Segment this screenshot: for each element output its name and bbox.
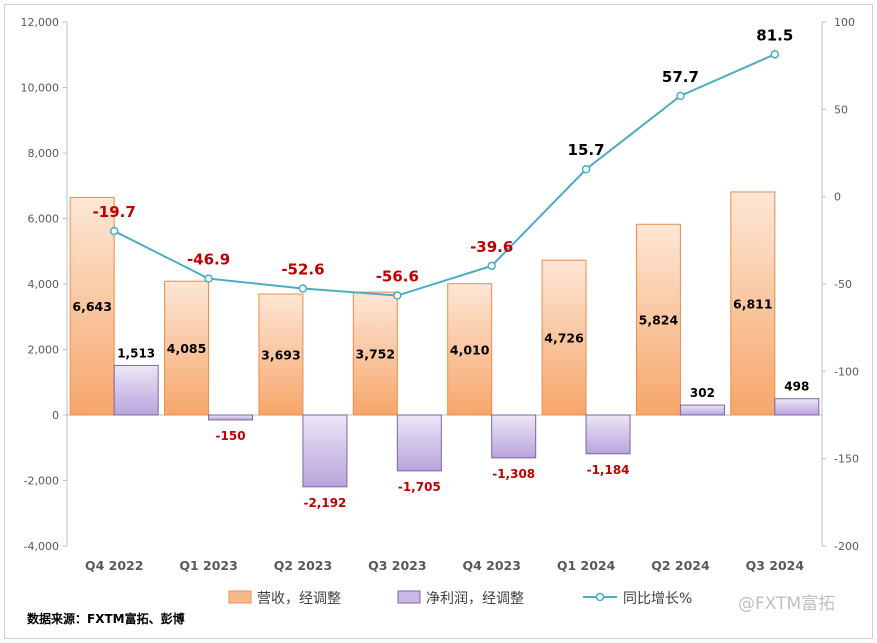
yoy-point xyxy=(298,284,308,293)
net-income-data-label: -1,705 xyxy=(398,480,441,494)
yoy-data-label: -19.7 xyxy=(93,203,136,221)
revenue-data-label: 4,085 xyxy=(167,341,207,356)
left-axis-tick-label: 8,000 xyxy=(28,147,60,160)
net-income-bar xyxy=(679,404,725,416)
left-axis-tick-label: 4,000 xyxy=(28,278,60,291)
left-axis-tick-label: 2,000 xyxy=(28,344,60,357)
revenue-bar xyxy=(541,259,587,416)
revenue-bar xyxy=(447,283,493,416)
yoy-data-label: -56.6 xyxy=(376,268,419,286)
yoy-data-label: 15.7 xyxy=(568,141,605,159)
net-income-bar xyxy=(585,414,631,455)
net-income-bar xyxy=(302,414,348,488)
revenue-bar xyxy=(730,191,776,416)
revenue-bar xyxy=(69,196,115,416)
category-label: Q3 2023 xyxy=(368,558,426,573)
right-axis: -200 -150 -100 -50 0 50 100 xyxy=(821,16,859,553)
revenue-data-label: 3,693 xyxy=(261,348,301,363)
legend-swatch-revenue xyxy=(228,590,252,604)
revenue-bar xyxy=(352,291,398,416)
right-axis-tick-label: 50 xyxy=(834,103,848,116)
revenue-data-label: 4,726 xyxy=(544,331,584,346)
yoy-data-label: -46.9 xyxy=(187,251,230,269)
revenue-data-label: 6,643 xyxy=(72,299,112,314)
yoy-point xyxy=(487,261,496,271)
left-axis-tick-label: 6,000 xyxy=(28,213,60,226)
legend-swatch-net-income xyxy=(397,590,421,604)
net-income-data-label: -150 xyxy=(216,429,246,443)
category-label: Q3 2024 xyxy=(746,558,805,573)
right-axis-tick-label: -100 xyxy=(834,365,859,378)
yoy-point xyxy=(393,291,402,300)
watermark: @FXTM富拓 xyxy=(738,594,835,614)
yoy-data-label: -52.6 xyxy=(281,261,324,279)
category-label: Q2 2023 xyxy=(274,558,332,573)
yoy-line xyxy=(109,50,780,300)
bars xyxy=(69,191,820,488)
left-axis-tick-label: -4,000 xyxy=(24,540,59,553)
legend: 营收，经调整 净利润，经调整 同比增长% xyxy=(228,590,692,607)
right-axis-tick-label: 0 xyxy=(834,191,841,204)
yoy-data-label: -39.6 xyxy=(470,238,513,256)
right-axis-tick-label: -200 xyxy=(834,540,859,553)
category-label: Q4 2023 xyxy=(462,558,520,573)
net-income-data-label: -1,308 xyxy=(492,467,535,481)
revenue-bar xyxy=(258,293,304,416)
right-axis-tick-label: -150 xyxy=(834,453,859,466)
revenue-bar xyxy=(635,223,681,416)
net-income-bar xyxy=(491,414,537,459)
net-income-bar xyxy=(396,414,442,472)
yoy-point xyxy=(770,50,780,59)
chart-frame xyxy=(4,4,873,639)
left-axis-tick-label: -2,000 xyxy=(24,475,59,488)
category-labels: Q4 2022 Q1 2023 Q2 2023 Q3 2023 Q4 2023 Q1 20… xyxy=(85,558,804,573)
category-label: Q4 2022 xyxy=(85,558,143,573)
net-income-bar xyxy=(774,398,820,416)
left-axis-tick-label: 10,000 xyxy=(21,82,60,95)
net-income-data-label: -1,184 xyxy=(587,463,630,477)
net-income-bar xyxy=(208,414,254,421)
yoy-data-label: 81.5 xyxy=(756,26,793,44)
revenue-bar xyxy=(164,280,210,416)
net-income-data-label: 498 xyxy=(784,380,809,394)
source-note: 数据来源：FXTM富拓、彭博 xyxy=(27,611,185,626)
revenue-data-label: 3,752 xyxy=(356,347,396,362)
left-axis-tick-label: 12,000 xyxy=(21,16,60,29)
category-label: Q1 2024 xyxy=(557,558,616,573)
category-label: Q2 2024 xyxy=(651,558,710,573)
yoy-data-label: 57.7 xyxy=(662,68,699,86)
left-axis-tick-label: 0 xyxy=(52,409,59,422)
legend-label-net-income: 净利润，经调整 xyxy=(426,591,524,607)
right-axis-tick-label: 100 xyxy=(834,16,855,29)
legend-swatch-yoy-marker xyxy=(595,592,605,602)
yoy-point xyxy=(676,91,685,101)
yoy-point xyxy=(109,226,119,236)
right-axis-tick-label: -50 xyxy=(834,278,852,291)
data-labels: 6,643 1,513 4,085 -150 3,693 -2,192 3,752 -1,70… xyxy=(72,26,809,509)
net-income-data-label: 302 xyxy=(690,386,715,400)
legend-label-yoy: 同比增长% xyxy=(623,591,692,607)
category-label: Q1 2023 xyxy=(179,558,237,573)
yoy-series-line xyxy=(113,53,776,297)
revenue-data-label: 5,824 xyxy=(639,313,679,328)
net-income-data-label: -2,192 xyxy=(303,496,346,510)
yoy-point xyxy=(581,164,591,174)
left-axis: -4,000 -2,000 0 2,000 4,000 6,000 8,000 10,000 1… xyxy=(21,16,822,553)
yoy-point xyxy=(204,274,213,283)
legend-label-revenue: 营收，经调整 xyxy=(257,591,341,607)
revenue-data-label: 4,010 xyxy=(450,342,490,357)
net-income-data-label: 1,513 xyxy=(117,346,155,360)
net-income-bar xyxy=(113,364,159,416)
revenue-data-label: 6,811 xyxy=(733,296,773,311)
